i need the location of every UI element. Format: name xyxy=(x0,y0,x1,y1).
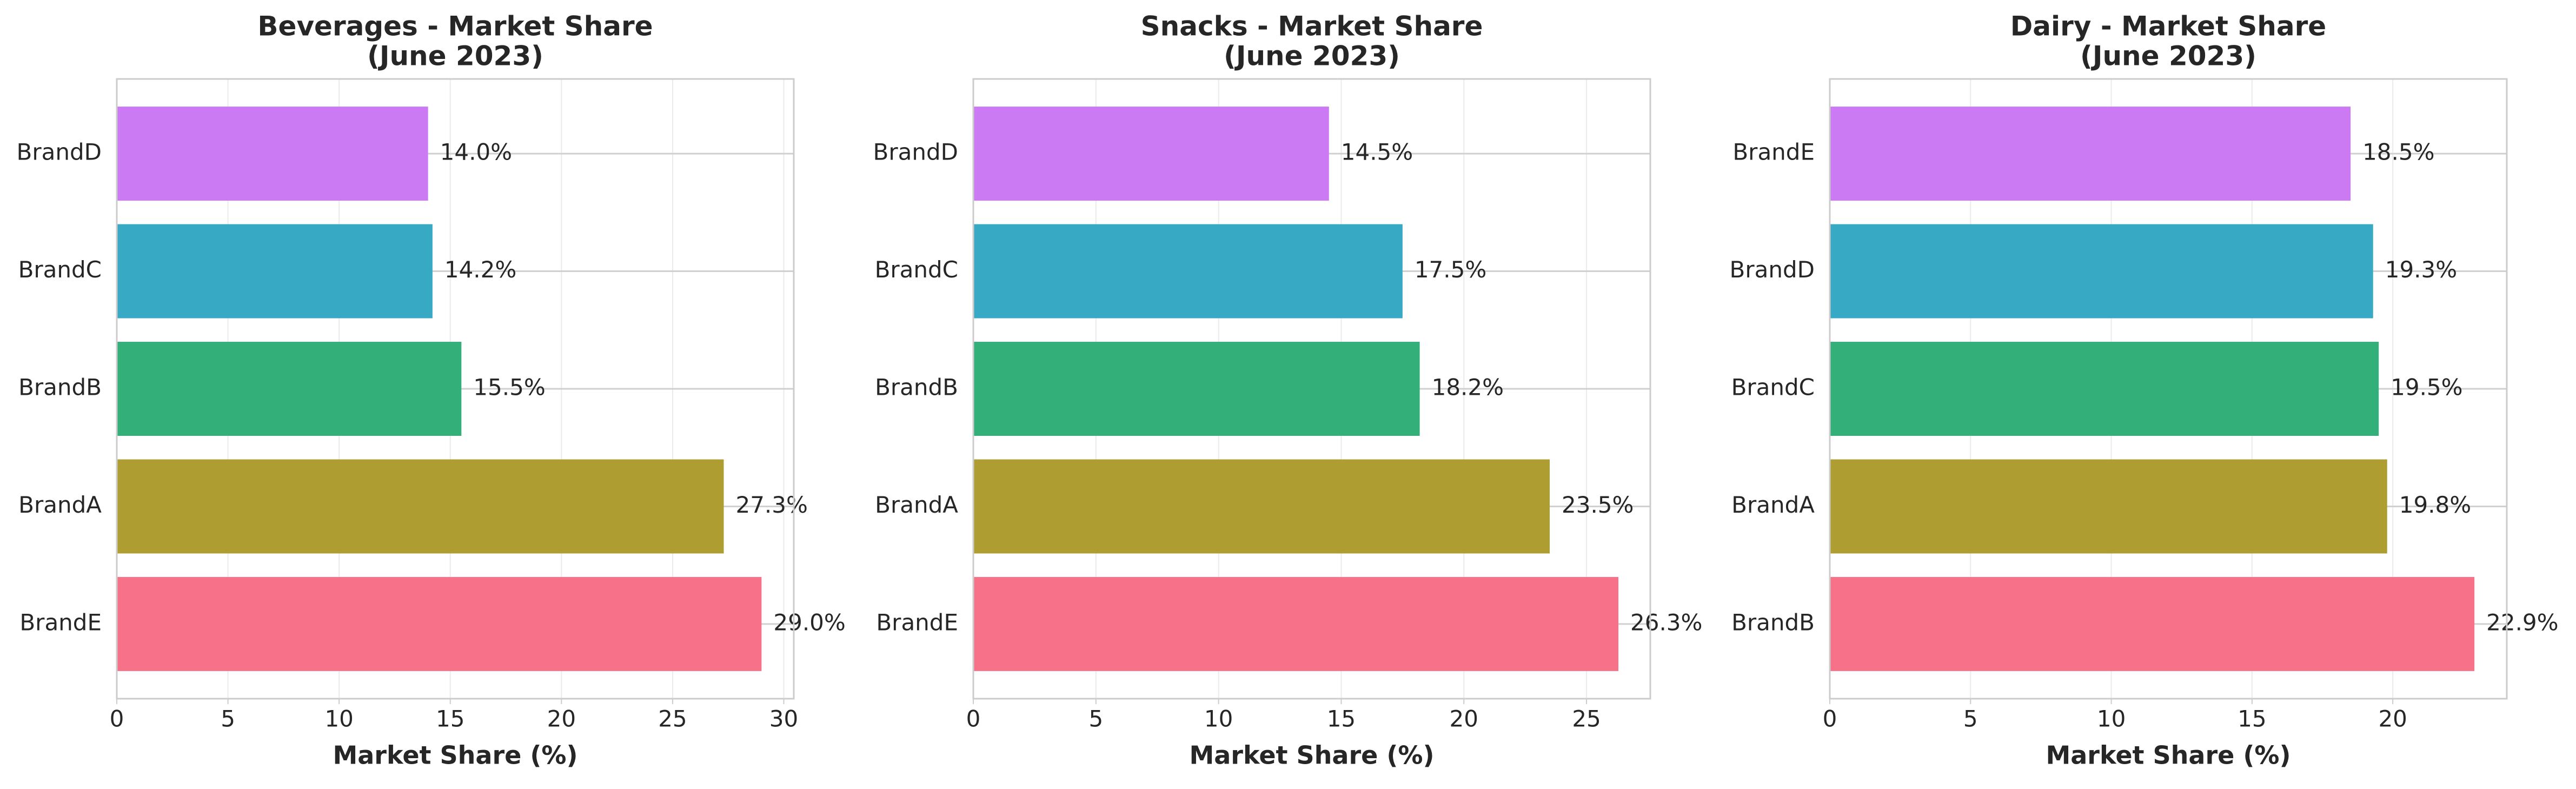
bar xyxy=(973,459,1550,554)
x-axis-label: Market Share (%) xyxy=(2046,741,2290,770)
y-tick-label: BrandE xyxy=(19,609,102,635)
chart-title: Beverages - Market Share xyxy=(257,11,653,42)
y-tick-label: BrandD xyxy=(17,139,102,165)
y-tick-label: BrandD xyxy=(1730,256,1815,283)
x-tick-label: 15 xyxy=(1327,706,1356,732)
bar xyxy=(1830,107,2351,201)
bar xyxy=(973,342,1420,436)
y-tick-label: BrandB xyxy=(18,374,102,401)
x-tick-label: 30 xyxy=(769,706,798,732)
value-label: 22.9% xyxy=(2486,609,2558,635)
chart-title: (June 2023) xyxy=(2080,41,2256,72)
x-tick-label: 25 xyxy=(1572,706,1601,732)
plot-frame xyxy=(1829,78,2508,700)
plot-frame xyxy=(972,78,1651,700)
value-label: 23.5% xyxy=(1562,492,1634,518)
y-tick-label: BrandC xyxy=(18,256,102,283)
y-tick-label: BrandA xyxy=(875,492,958,518)
bar xyxy=(117,224,433,319)
x-axis-label: Market Share (%) xyxy=(1189,741,1434,770)
bar xyxy=(117,576,762,671)
bar xyxy=(117,342,462,436)
x-tick-label: 0 xyxy=(966,706,981,732)
chart-title: Snacks - Market Share xyxy=(1141,11,1483,42)
chart-title: (June 2023) xyxy=(367,41,543,72)
x-tick-label: 20 xyxy=(547,706,576,732)
x-tick-label: 15 xyxy=(436,706,464,732)
value-label: 19.3% xyxy=(2385,256,2457,283)
bar xyxy=(973,224,1403,319)
x-tick-label: 0 xyxy=(110,706,124,732)
x-tick-label: 5 xyxy=(221,706,235,732)
value-label: 29.0% xyxy=(773,609,845,635)
y-tick-label: BrandC xyxy=(1731,374,1815,401)
value-label: 17.5% xyxy=(1415,256,1486,283)
x-tick-label: 10 xyxy=(2097,706,2126,732)
x-tick-label: 5 xyxy=(1088,706,1103,732)
value-label: 15.5% xyxy=(473,374,545,401)
value-label: 18.5% xyxy=(2362,139,2434,165)
value-label: 14.5% xyxy=(1341,139,1413,165)
value-label: 26.3% xyxy=(1630,609,1702,635)
value-label: 14.0% xyxy=(440,139,512,165)
bar xyxy=(1830,459,2387,554)
bar xyxy=(117,107,428,201)
value-label: 19.8% xyxy=(2399,492,2471,518)
y-tick-label: BrandE xyxy=(1732,139,1815,165)
y-tick-label: BrandB xyxy=(875,374,958,401)
bar xyxy=(1830,224,2373,319)
value-label: 19.5% xyxy=(2391,374,2462,401)
plot-frame xyxy=(116,78,795,700)
bar xyxy=(973,576,1619,671)
x-tick-label: 5 xyxy=(1963,706,1978,732)
y-tick-label: BrandC xyxy=(875,256,958,283)
value-label: 27.3% xyxy=(735,492,807,518)
y-tick-label: BrandD xyxy=(873,139,958,165)
bar xyxy=(1830,576,2475,671)
x-tick-label: 0 xyxy=(1823,706,1837,732)
y-tick-label: BrandE xyxy=(876,609,958,635)
bar xyxy=(973,107,1329,201)
value-label: 18.2% xyxy=(1432,374,1504,401)
chart-title: (June 2023) xyxy=(1224,41,1400,72)
x-axis-label: Market Share (%) xyxy=(333,741,577,770)
y-tick-label: BrandA xyxy=(1731,492,1815,518)
y-tick-label: BrandA xyxy=(18,492,102,518)
x-tick-label: 20 xyxy=(1450,706,1478,732)
x-tick-label: 15 xyxy=(2238,706,2266,732)
chart-title: Dairy - Market Share xyxy=(2010,11,2326,42)
x-tick-label: 10 xyxy=(1204,706,1233,732)
x-tick-label: 20 xyxy=(2378,706,2407,732)
bar xyxy=(117,459,724,554)
y-tick-label: BrandB xyxy=(1731,609,1815,635)
value-label: 14.2% xyxy=(444,256,516,283)
x-tick-label: 10 xyxy=(324,706,353,732)
bar xyxy=(1830,342,2379,436)
x-tick-label: 25 xyxy=(658,706,687,732)
